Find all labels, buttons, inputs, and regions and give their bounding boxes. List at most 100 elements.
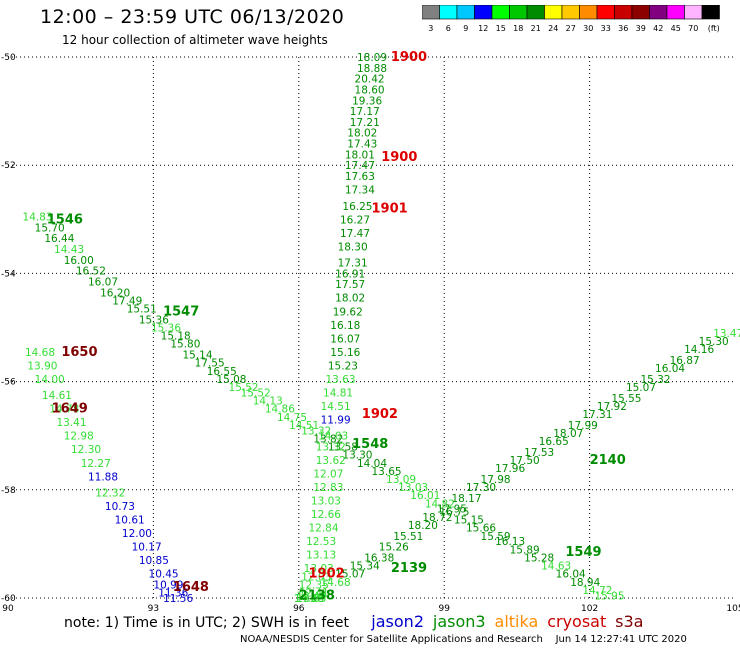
x-tick-label: 99 (438, 604, 450, 612)
wave-height-point: 15.89 (510, 544, 540, 556)
wave-height-point: 17.55 (195, 358, 225, 370)
wave-height-point: 10.17 (132, 542, 162, 554)
wave-height-point: 13.03 (304, 563, 334, 575)
wave-height-point: 14.43 (54, 244, 84, 256)
colorbar-label: 21 (531, 24, 541, 33)
wave-height-point: 15.70 (35, 222, 65, 234)
x-tick-label: 93 (148, 604, 159, 612)
wave-height-point: 15.59 (481, 531, 511, 543)
wave-height-point: 15.14 (182, 350, 212, 362)
wave-height-point: 18.02 (335, 293, 365, 305)
wave-height-point: 10.99 (153, 579, 183, 591)
wave-height-point: 14.72 (582, 585, 612, 597)
y-tick-label: -56 (1, 378, 16, 388)
footer-credit: NOAA/NESDIS Center for Satellite Applica… (240, 634, 687, 645)
wave-height-point: 14.68 (294, 593, 324, 605)
wave-height-point: 13.65 (372, 466, 402, 478)
wave-height-point: 18.72 (422, 512, 452, 524)
wave-height-point: 14.68 (25, 347, 55, 359)
wave-height-point: 16.44 (44, 233, 74, 245)
wave-height-point: 14.78 (49, 404, 79, 416)
wave-height-point: 13.90 (27, 360, 57, 372)
wave-height-point: 14.63 (541, 561, 571, 573)
pass-time-label: 1648 (173, 580, 209, 595)
pass-time-label: 1548 (352, 437, 388, 452)
wave-height-point: 16.18 (330, 320, 360, 332)
wave-height-point: 13.41 (56, 417, 86, 429)
wave-height-point: 15.26 (379, 542, 409, 554)
wave-height-point: 15.52 (241, 387, 271, 399)
legend-altika: altika (494, 612, 539, 631)
legend-jason3: jason3 (432, 612, 486, 631)
wave-height-point: 11.36 (158, 588, 188, 600)
x-tick-label: 90 (2, 604, 14, 612)
wave-height-point: 16.75 (439, 506, 469, 518)
colorbar-swatch (701, 5, 720, 20)
wave-height-point: 17.96 (495, 463, 525, 475)
wave-height-point: 17.50 (510, 455, 540, 467)
wave-height-point: 13.63 (325, 374, 355, 386)
wave-height-point: 12.30 (71, 444, 101, 456)
wave-height-point: 14.03 (318, 431, 348, 443)
wave-height-point: 12.53 (306, 536, 336, 548)
wave-height-point: 16.25 (342, 201, 372, 213)
pass-time-label: 1650 (61, 345, 97, 360)
pass-time-label: 1901 (372, 201, 408, 216)
colorbar-label: 3 (428, 24, 433, 33)
wave-height-point: 16.20 (100, 287, 130, 299)
wave-height-point: 12.27 (81, 458, 111, 470)
wave-height-point: 15.18 (161, 331, 191, 343)
wave-height-point: 13.32 (301, 425, 331, 437)
pass-time-label: 1902 (308, 567, 344, 582)
wave-height-point: 15.51 (127, 304, 157, 316)
wave-height-point: 17.17 (350, 106, 380, 118)
pass-time-label: 1547 (163, 304, 199, 319)
wave-height-point: 17.21 (350, 117, 380, 129)
wave-height-point: 17.49 (112, 295, 142, 307)
wave-height-point: 18.09 (357, 52, 387, 64)
wave-height-point: 16.91 (335, 268, 365, 280)
wave-height-point: 17.34 (345, 185, 375, 197)
wave-height-point: 14.04 (357, 458, 387, 470)
legend-row: note: 1) Time is in UTC; 2) SWH is in fe… (64, 612, 643, 631)
chart-plot-area: 90939699102105-50-52-54-56-58-6018.0918.… (1, 50, 740, 612)
wave-height-point: 15.28 (524, 552, 554, 564)
wave-height-point: 15.07 (626, 382, 656, 394)
wave-height-point: 15.36 (151, 323, 181, 335)
wave-height-point: 15.07 (335, 569, 365, 581)
wave-height-point: 14.13 (253, 396, 283, 408)
wave-height-point: 13.03 (311, 496, 341, 508)
wave-height-point: 17.98 (481, 474, 511, 486)
wave-height-point: 18.88 (357, 63, 387, 75)
wave-height-point: 14.61 (42, 390, 72, 402)
y-tick-label: -52 (1, 161, 16, 171)
chart-subtitle: 12 hour collection of altimeter wave hei… (62, 33, 328, 47)
colorbar-label: (ft) (708, 24, 720, 33)
wave-height-point: 19.62 (333, 306, 363, 318)
legend-s3a: s3a (615, 612, 644, 631)
wave-height-point: 14.38 (294, 593, 324, 605)
wave-height-point: 18.30 (338, 241, 368, 253)
wave-height-point: 13.13 (306, 550, 336, 562)
wave-height-point: 15.23 (328, 360, 358, 372)
wave-height-point: 17.47 (340, 228, 370, 240)
wave-height-point: 16.04 (556, 569, 586, 581)
wave-height-point: 10.61 (115, 515, 145, 527)
wave-height-point: 12.40 (296, 590, 326, 602)
wave-height-point: 14.68 (321, 577, 351, 589)
wave-height-point: 12.41 (299, 588, 329, 600)
wave-height-point: 12.66 (311, 509, 341, 521)
wave-height-point: 12.03 (301, 571, 331, 583)
footer-note: note: 1) Time is in UTC; 2) SWH is in fe… (64, 615, 350, 631)
colorbar-label: 12 (478, 24, 488, 33)
wave-height-point: 18.02 (347, 128, 377, 140)
pass-time-label: 1902 (362, 407, 398, 422)
wave-height-point: 15.15 (454, 515, 484, 527)
wave-height-point: 14.81 (323, 387, 353, 399)
wave-height-point: 12.83 (313, 482, 343, 494)
wave-height-point: 16.87 (670, 355, 700, 367)
wave-height-point: 13.58 (328, 442, 358, 454)
wave-height-point: 17.57 (335, 279, 365, 291)
wave-height-point: 15.80 (170, 339, 200, 351)
colorbar-label: 42 (653, 24, 663, 33)
